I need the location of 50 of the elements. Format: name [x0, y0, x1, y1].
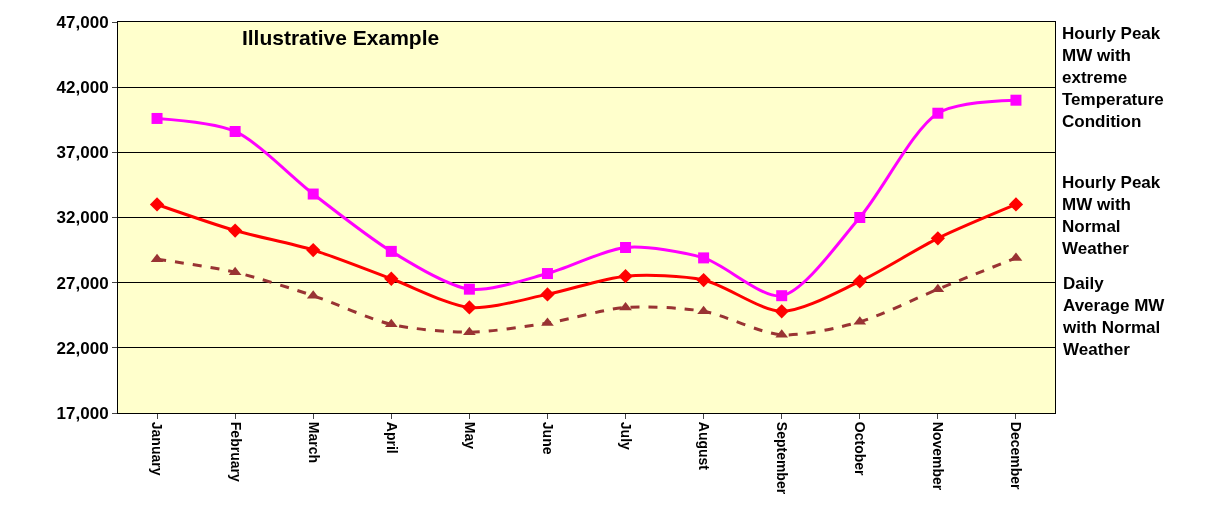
point [229, 125, 241, 137]
point [541, 268, 553, 280]
x-tick-label: July [617, 421, 634, 451]
point [462, 300, 477, 315]
point [385, 245, 397, 257]
point [463, 283, 475, 295]
point [852, 274, 867, 289]
x-tick-label: February [227, 421, 244, 482]
point [696, 272, 711, 288]
point [306, 242, 321, 258]
text: Hourly Peak MW with Normal Weather [1062, 173, 1161, 259]
point [619, 301, 632, 311]
point [698, 252, 710, 264]
point [227, 223, 243, 238]
point [540, 287, 555, 302]
y-tick-label: 47,000 [56, 12, 109, 32]
x-tick-label: March [305, 421, 322, 464]
y-tick-label: 22,000 [56, 338, 109, 358]
point [149, 197, 165, 212]
text: Daily Average MW with Normal Weather [1062, 274, 1166, 360]
point [384, 318, 398, 328]
point [932, 107, 944, 119]
point [930, 231, 946, 246]
y-tick-label: 42,000 [56, 78, 109, 98]
point [618, 269, 633, 284]
y-tick-label: 27,000 [56, 273, 109, 293]
point [384, 271, 399, 286]
x-tick-label: May [461, 421, 478, 450]
x-tick-label: January [149, 421, 166, 476]
y-tick-label: 37,000 [56, 143, 109, 163]
x-tick-label: April [383, 421, 400, 454]
point [774, 304, 789, 319]
x-tick-label: September [774, 421, 791, 495]
point [620, 241, 632, 253]
y-tick-label: 17,000 [56, 403, 109, 423]
y-tick-label: 32,000 [56, 208, 109, 228]
text: Hourly Peak MW with extreme Temperature Condition [1062, 24, 1164, 132]
x-tick-label: August [696, 421, 713, 471]
x-tick-label: June [539, 421, 556, 455]
x-tick-label: October [852, 421, 869, 477]
point [854, 212, 866, 223]
point [1010, 94, 1022, 106]
point [697, 305, 710, 315]
x-tick-label: December [1008, 421, 1025, 491]
point [1008, 197, 1024, 212]
point [151, 112, 163, 124]
chart-title: Illustrative Example [241, 26, 440, 50]
point [776, 290, 788, 302]
point [307, 188, 319, 200]
x-tick-label: November [930, 421, 947, 491]
